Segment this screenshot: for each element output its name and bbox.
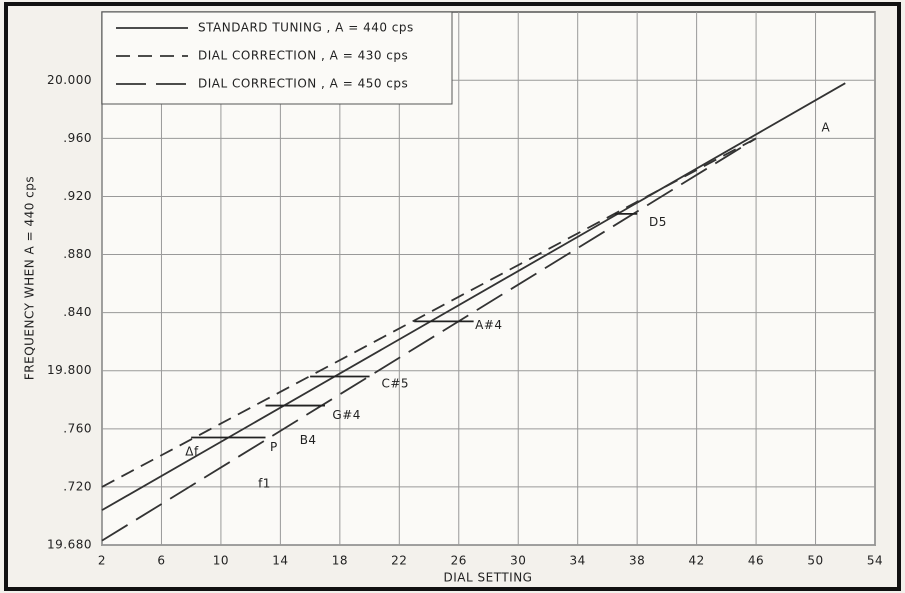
y-tick-label: .840 — [63, 305, 92, 319]
y-tick-label: .720 — [63, 479, 92, 493]
x-tick-label: 50 — [807, 554, 823, 568]
x-tick-label: 22 — [391, 554, 407, 568]
frame — [4, 2, 901, 591]
y-tick-label: .880 — [63, 247, 92, 261]
legend-label: DIAL CORRECTION , A = 430 cps — [198, 49, 408, 63]
annotation: Δf — [185, 445, 199, 459]
legend-label: STANDARD TUNING , A = 440 cps — [198, 21, 414, 35]
legend-label: DIAL CORRECTION , A = 450 cps — [198, 77, 408, 91]
y-tick-label: .920 — [63, 189, 92, 203]
x-tick-label: 46 — [748, 554, 764, 568]
annotation: G#4 — [332, 408, 361, 422]
annotation: f1 — [258, 477, 271, 491]
x-tick-label: 30 — [510, 554, 526, 568]
x-tick-label: 2 — [98, 554, 106, 568]
x-tick-label: 10 — [213, 554, 229, 568]
y-tick-label: 19.800 — [47, 363, 92, 377]
x-tick-label: 34 — [570, 554, 586, 568]
y-tick-label: 19.680 — [47, 538, 92, 552]
y-tick-label: 20.000 — [47, 73, 92, 87]
line-series — [101, 137, 757, 542]
x-axis-label: DIAL SETTING — [444, 571, 533, 585]
x-tick-label: 26 — [451, 554, 467, 568]
x-tick-label: 38 — [629, 554, 645, 568]
x-tick-label: 42 — [688, 554, 704, 568]
x-tick-label: 14 — [272, 554, 288, 568]
line-series — [101, 137, 757, 488]
annotation: P — [270, 440, 278, 454]
x-tick-label: 6 — [157, 554, 165, 568]
annotation: B4 — [300, 433, 317, 447]
y-tick-label: .760 — [63, 421, 92, 435]
y-tick-label: .960 — [63, 131, 92, 145]
y-axis-label: FREQUENCY WHEN A = 440 cps — [23, 176, 37, 380]
annotation: C#5 — [381, 376, 409, 390]
annotation: D5 — [649, 215, 667, 229]
line-series — [101, 82, 846, 511]
annotation: A#4 — [475, 318, 502, 332]
annotation: A — [821, 121, 830, 135]
x-tick-label: 18 — [332, 554, 348, 568]
x-tick-label: 54 — [867, 554, 883, 568]
